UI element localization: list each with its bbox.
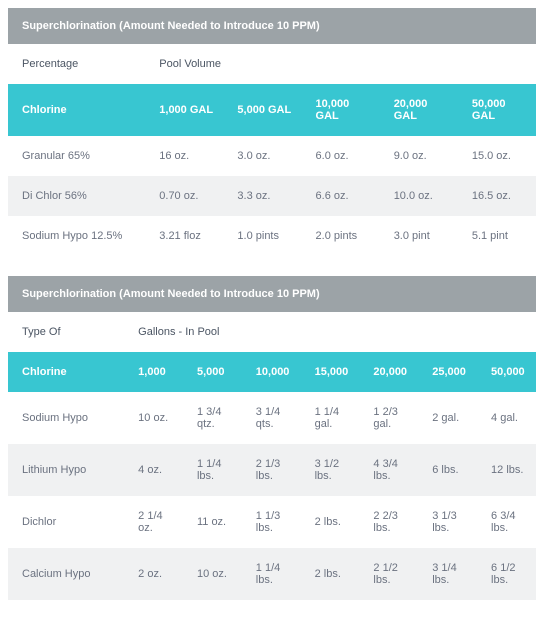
table-row: Granular 65% 16 oz. 3.0 oz. 6.0 oz. 9.0 … — [8, 136, 536, 176]
cell: 6.6 oz. — [302, 176, 380, 216]
cell: 1 1/4 lbs. — [183, 444, 242, 496]
row-label: Calcium Hypo — [8, 554, 124, 594]
col-header: 20,000 — [359, 352, 418, 392]
subheader-right: Gallons - In Pool — [124, 312, 536, 352]
cell: 10.0 oz. — [380, 176, 458, 216]
subheader-left: Percentage — [8, 44, 145, 84]
cell: 3 1/2 lbs. — [301, 444, 360, 496]
cell: 2 lbs. — [301, 554, 360, 594]
cell: 2 2/3 lbs. — [359, 496, 418, 548]
table-row: Di Chlor 56% 0.70 oz. 3.3 oz. 6.6 oz. 10… — [8, 176, 536, 216]
cell: 6.0 oz. — [302, 136, 380, 176]
cell: 10 oz. — [183, 554, 242, 594]
table-column-header: Chlorine 1,000 5,000 10,000 15,000 20,00… — [8, 352, 536, 392]
cell: 1 1/3 lbs. — [242, 496, 301, 548]
cell: 16.5 oz. — [458, 176, 536, 216]
cell: 11 oz. — [183, 502, 242, 542]
table-row: Sodium Hypo 10 oz. 1 3/4 qtz. 3 1/4 qts.… — [8, 392, 536, 444]
cell: 2 1/2 lbs. — [359, 548, 418, 600]
cell: 3.21 floz — [145, 216, 223, 256]
row-label: Lithium Hypo — [8, 450, 124, 490]
table-subheader: Percentage Pool Volume — [8, 44, 536, 84]
col-header: 1,000 — [124, 352, 183, 392]
cell: 9.0 oz. — [380, 136, 458, 176]
cell: 2 lbs. — [301, 502, 360, 542]
cell: 2 gal. — [418, 398, 477, 438]
subheader-left: Type Of — [8, 312, 124, 352]
row-label: Di Chlor 56% — [8, 176, 145, 216]
col-header: 5,000 — [183, 352, 242, 392]
cell: 2 1/4 oz. — [124, 496, 183, 548]
cell: 1 1/4 gal. — [301, 392, 360, 444]
superchlorination-table-1: Superchlorination (Amount Needed to Intr… — [8, 8, 536, 256]
cell: 3.3 oz. — [223, 176, 301, 216]
cell: 4 3/4 lbs. — [359, 444, 418, 496]
cell: 0.70 oz. — [145, 176, 223, 216]
row-label: Granular 65% — [8, 136, 145, 176]
cell: 15.0 oz. — [458, 136, 536, 176]
cell: 3 1/4 qts. — [242, 392, 301, 444]
cell: 6 3/4 lbs. — [477, 496, 536, 548]
cell: 2 oz. — [124, 554, 183, 594]
table-row: Lithium Hypo 4 oz. 1 1/4 lbs. 2 1/3 lbs.… — [8, 444, 536, 496]
cell: 2.0 pints — [302, 216, 380, 256]
cell: 1.0 pints — [223, 216, 301, 256]
table-subheader: Type Of Gallons - In Pool — [8, 312, 536, 352]
row-label: Sodium Hypo — [8, 398, 124, 438]
col-header: 25,000 — [418, 352, 477, 392]
cell: 6 lbs. — [418, 450, 477, 490]
header-label: Chlorine — [8, 352, 124, 392]
cell: 3 1/4 lbs. — [418, 548, 477, 600]
header-label: Chlorine — [8, 90, 145, 130]
row-label: Dichlor — [8, 502, 124, 542]
col-header: 50,000 GAL — [458, 84, 536, 136]
cell: 3.0 pint — [380, 216, 458, 256]
cell: 3.0 oz. — [223, 136, 301, 176]
cell: 4 oz. — [124, 450, 183, 490]
cell: 1 1/4 lbs. — [242, 548, 301, 600]
cell: 4 gal. — [477, 398, 536, 438]
col-header: 10,000 GAL — [302, 84, 380, 136]
table-title: Superchlorination (Amount Needed to Intr… — [8, 276, 536, 312]
table-row: Sodium Hypo 12.5% 3.21 floz 1.0 pints 2.… — [8, 216, 536, 256]
col-header: 20,000 GAL — [380, 84, 458, 136]
col-header: 1,000 GAL — [145, 90, 223, 130]
col-header: 5,000 GAL — [223, 90, 301, 130]
table-row: Dichlor 2 1/4 oz. 11 oz. 1 1/3 lbs. 2 lb… — [8, 496, 536, 548]
col-header: 15,000 — [301, 352, 360, 392]
cell: 16 oz. — [145, 136, 223, 176]
table-column-header: Chlorine 1,000 GAL 5,000 GAL 10,000 GAL … — [8, 84, 536, 136]
row-label: Sodium Hypo 12.5% — [8, 216, 145, 256]
table-title: Superchlorination (Amount Needed to Intr… — [8, 8, 536, 44]
cell: 10 oz. — [124, 398, 183, 438]
cell: 1 3/4 qtz. — [183, 392, 242, 444]
cell: 6 1/2 lbs. — [477, 548, 536, 600]
cell: 1 2/3 gal. — [359, 392, 418, 444]
cell: 2 1/3 lbs. — [242, 444, 301, 496]
superchlorination-table-2: Superchlorination (Amount Needed to Intr… — [8, 276, 536, 600]
col-header: 10,000 — [242, 352, 301, 392]
cell: 12 lbs. — [477, 450, 536, 490]
table-row: Calcium Hypo 2 oz. 10 oz. 1 1/4 lbs. 2 l… — [8, 548, 536, 600]
cell: 5.1 pint — [458, 216, 536, 256]
subheader-right: Pool Volume — [145, 44, 536, 84]
col-header: 50,000 — [477, 352, 536, 392]
cell: 3 1/3 lbs. — [418, 496, 477, 548]
